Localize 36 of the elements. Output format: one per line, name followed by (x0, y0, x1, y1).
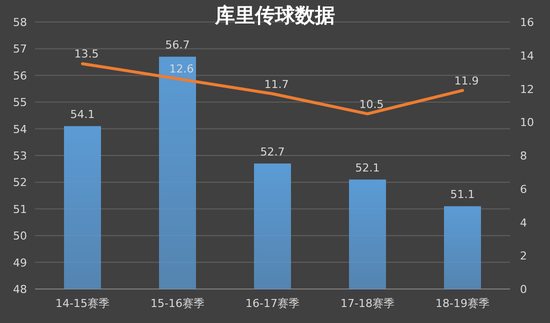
y2-tick-label: 6 (520, 182, 527, 196)
y2-tick-label: 14 (520, 49, 534, 62)
x-tick-label: 16-17赛季 (246, 297, 300, 310)
y-tick-label: 57 (13, 42, 27, 56)
data-label: 52.7 (260, 146, 285, 159)
y-tick-label: 48 (13, 283, 27, 296)
y-tick-label: 55 (13, 96, 27, 110)
data-label: 12.6 (169, 62, 194, 76)
data-label: 10.5 (359, 98, 384, 111)
y2-tick-label: 0 (520, 283, 527, 296)
data-label: 52.1 (355, 162, 380, 175)
x-tick-label: 17-18赛季 (340, 297, 394, 310)
y-tick-label: 50 (13, 230, 27, 243)
y2-tick-label: 16 (520, 16, 534, 29)
y-tick-label: 53 (13, 150, 27, 162)
y2-tick-label: 10 (520, 116, 534, 130)
data-label: 13.5 (74, 48, 99, 61)
data-label: 56.7 (165, 38, 190, 52)
x-tick-label: 15-16赛季 (150, 297, 204, 310)
y-tick-label: 51 (13, 202, 27, 216)
data-label: 51.1 (450, 188, 475, 202)
chart-title: 库里传球数据 (214, 3, 335, 27)
y-tick-label: 52 (13, 176, 27, 190)
y-tick-label: 58 (13, 16, 27, 29)
y2-tick-label: 4 (520, 216, 527, 230)
data-label: 54.1 (70, 108, 95, 122)
x-tick-label: 14-15赛季 (56, 297, 110, 310)
x-tick-label: 18-19赛季 (436, 297, 490, 310)
y-tick-label: 49 (13, 256, 27, 270)
y2-tick-label: 12 (520, 82, 534, 96)
y-tick-label: 56 (13, 69, 27, 82)
y2-tick-label: 2 (520, 250, 527, 263)
y-tick-label: 54 (13, 122, 27, 136)
data-label: 11.9 (454, 74, 479, 88)
data-label: 11.7 (264, 78, 289, 91)
y2-tick-label: 8 (520, 150, 527, 162)
